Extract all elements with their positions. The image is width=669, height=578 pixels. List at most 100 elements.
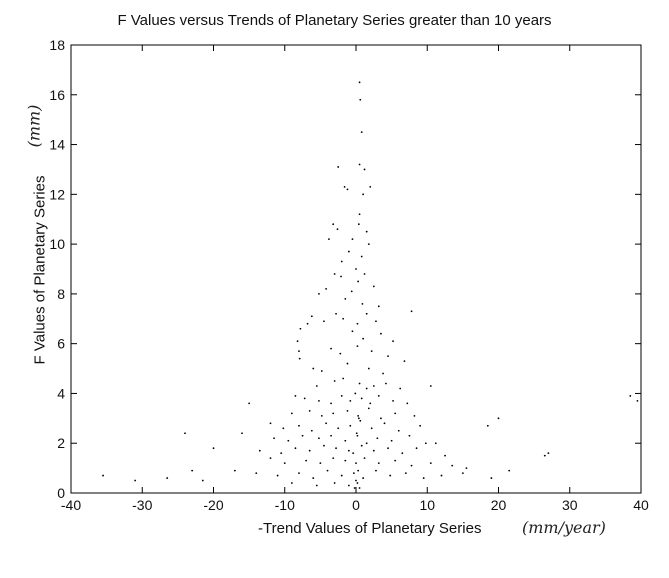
- data-point: [636, 400, 639, 402]
- data-point: [429, 462, 432, 465]
- data-point: [298, 472, 300, 474]
- data-point: [367, 243, 370, 246]
- data-point: [299, 327, 302, 330]
- data-point: [333, 380, 336, 382]
- data-point: [382, 372, 384, 375]
- data-point: [166, 477, 169, 479]
- data-point: [352, 452, 355, 455]
- data-point: [344, 297, 347, 300]
- data-point: [629, 395, 632, 397]
- data-point: [370, 350, 373, 353]
- data-point: [424, 442, 427, 445]
- y-tick-label: 14: [49, 137, 65, 153]
- data-point: [308, 409, 311, 412]
- data-point: [385, 382, 387, 385]
- data-point: [134, 479, 137, 482]
- data-point: [361, 302, 364, 305]
- data-point: [333, 273, 336, 275]
- data-point: [355, 479, 357, 482]
- data-point: [303, 397, 306, 400]
- data-point: [308, 449, 311, 452]
- x-tick-label: 30: [562, 497, 578, 513]
- axis-ticks: -40 -30 -20 -10 0 10 20 30 40 0 2 4 6 8 10 12 14 16 18: [49, 37, 649, 513]
- data-point: [315, 484, 318, 487]
- y-tick-label: 0: [57, 485, 65, 501]
- data-point: [394, 412, 397, 415]
- data-point: [212, 447, 215, 450]
- data-point: [377, 395, 380, 397]
- data-point: [380, 332, 382, 335]
- data-point: [305, 459, 308, 462]
- data-point: [377, 305, 380, 308]
- data-point: [356, 482, 359, 484]
- data-point: [357, 417, 360, 420]
- data-point: [359, 98, 362, 101]
- data-point: [404, 472, 407, 474]
- chart-title: F Values versus Trends of Planetary Seri…: [117, 12, 552, 29]
- x-tick-label: -10: [275, 497, 295, 513]
- data-point: [363, 273, 366, 275]
- data-point: [359, 419, 362, 422]
- data-point: [422, 477, 425, 479]
- data-point: [344, 439, 347, 442]
- data-point: [360, 397, 363, 400]
- data-point: [357, 414, 360, 417]
- data-point: [283, 462, 286, 465]
- data-point: [356, 322, 359, 325]
- data-point: [355, 268, 357, 270]
- data-point: [406, 402, 409, 405]
- data-point: [369, 402, 372, 405]
- data-point: [357, 280, 360, 283]
- data-point: [325, 288, 327, 290]
- data-point: [276, 474, 279, 477]
- data-point: [333, 482, 336, 484]
- data-point: [340, 275, 342, 278]
- data-point: [358, 81, 361, 84]
- x-tick-label: -30: [132, 497, 152, 513]
- data-point: [399, 387, 402, 390]
- data-point: [273, 437, 275, 440]
- data-point: [387, 355, 389, 358]
- data-point: [429, 385, 432, 387]
- x-tick-label: 10: [419, 497, 435, 513]
- data-point: [376, 437, 379, 440]
- data-point: [363, 457, 366, 460]
- data-point: [258, 449, 261, 452]
- data-point: [349, 424, 352, 427]
- data-point: [365, 387, 368, 390]
- data-point: [392, 400, 394, 402]
- data-point: [440, 474, 443, 477]
- data-point: [323, 320, 325, 323]
- data-point: [357, 469, 360, 472]
- data-point: [312, 477, 315, 479]
- data-point: [346, 362, 349, 365]
- data-point: [434, 442, 437, 445]
- data-point: [372, 285, 375, 288]
- data-point: [392, 340, 394, 343]
- data-point: [298, 350, 300, 353]
- data-point: [410, 310, 413, 313]
- data-point: [419, 424, 422, 427]
- data-point: [343, 185, 346, 188]
- data-point: [372, 449, 375, 452]
- data-point: [360, 444, 363, 447]
- data-point: [397, 429, 400, 432]
- data-point: [294, 395, 297, 397]
- data-point: [342, 317, 345, 320]
- data-point: [290, 412, 293, 415]
- x-tick-label: 20: [491, 497, 507, 513]
- data-point: [320, 414, 323, 417]
- data-point: [269, 457, 272, 460]
- data-point: [332, 223, 335, 226]
- data-point: [387, 447, 389, 450]
- data-point: [369, 185, 372, 188]
- data-point: [325, 422, 327, 425]
- y-axis-label: F Values of Planetary Series: [31, 175, 49, 365]
- data-point: [335, 312, 337, 315]
- y-tick-label: 2: [57, 435, 65, 451]
- data-point: [294, 447, 297, 450]
- data-point: [290, 482, 293, 484]
- data-point: [365, 312, 368, 315]
- data-point: [318, 292, 320, 295]
- data-point: [326, 469, 329, 472]
